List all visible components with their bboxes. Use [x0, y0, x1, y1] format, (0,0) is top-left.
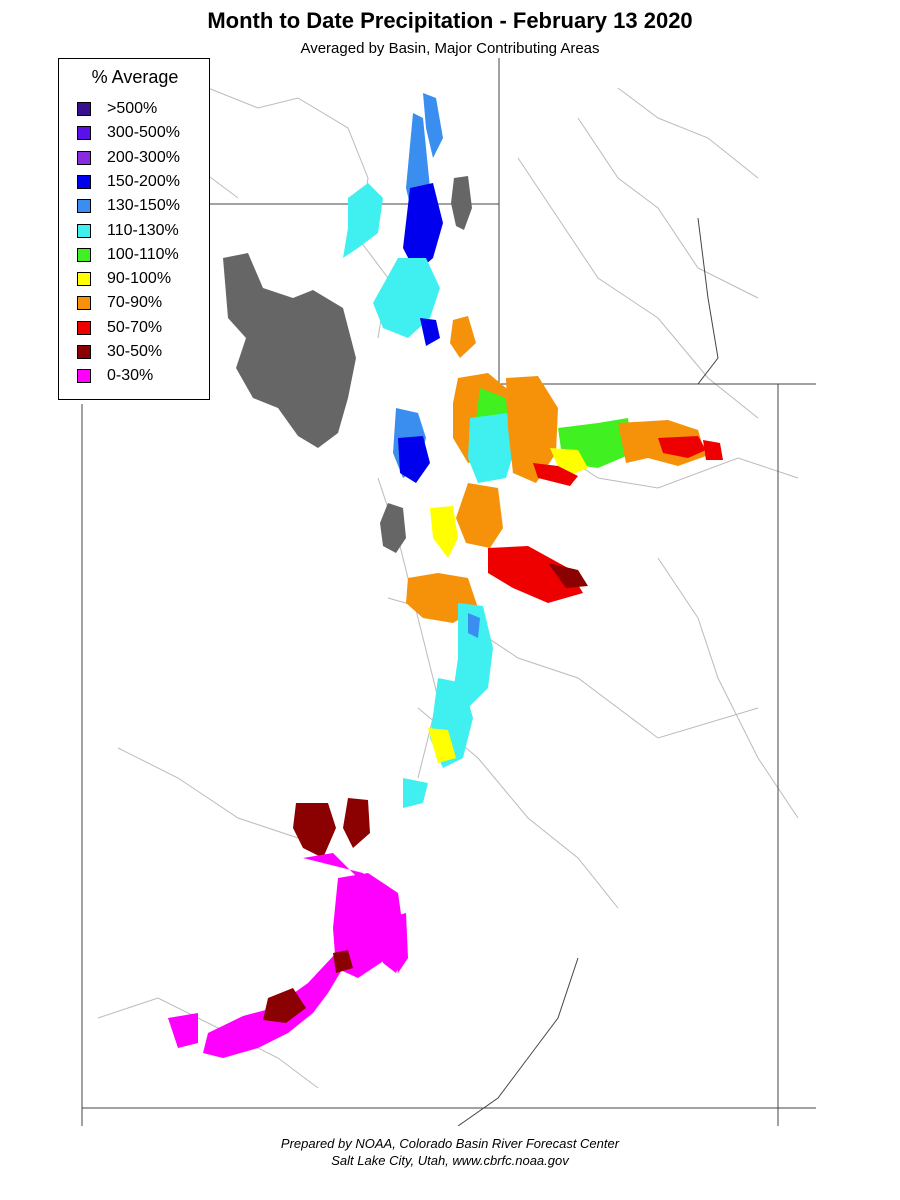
legend-label: 0-30% — [107, 367, 154, 385]
basin-region — [403, 183, 443, 273]
legend-swatch — [77, 199, 91, 214]
basin-region — [420, 318, 440, 346]
legend-swatch — [77, 150, 91, 165]
legend-swatch — [77, 296, 91, 311]
basin-region — [488, 546, 583, 603]
basin-region — [333, 950, 353, 973]
basin-region — [398, 436, 430, 483]
legend-title: % Average — [91, 67, 179, 87]
legend-item: 110-130% — [77, 221, 179, 241]
legend-swatch — [77, 369, 91, 384]
basin-region — [453, 603, 493, 708]
basin-region — [388, 913, 408, 973]
basin-region — [533, 463, 578, 486]
legend-item: >500% — [77, 99, 157, 119]
basin-region — [506, 376, 558, 483]
map-title: Month to Date Precipitation - February 1… — [207, 8, 693, 33]
legend-swatch — [77, 174, 91, 189]
basin-region — [703, 440, 723, 460]
legend-label: 300-500% — [107, 124, 180, 142]
basin-region — [293, 803, 336, 858]
legend: % Average >500% 300-500% 200-300% 150-200% 1… — [58, 58, 210, 400]
basin-region — [450, 316, 476, 358]
basins — [168, 93, 723, 1058]
basin-region — [468, 413, 518, 483]
legend-swatch — [77, 320, 91, 335]
basin-region — [428, 728, 456, 763]
legend-label: 90-100% — [107, 270, 172, 288]
legend-label: 200-300% — [107, 148, 180, 166]
legend-label: 110-130% — [107, 221, 179, 239]
lake-2 — [380, 503, 406, 553]
footer-location: Salt Lake City, Utah, www.cbrfc.noaa.gov — [331, 1153, 569, 1168]
legend-label: 100-110% — [107, 245, 179, 263]
basin-region — [263, 988, 306, 1023]
legend-label: 70-90% — [107, 294, 163, 312]
footer-credit: Prepared by NOAA, Colorado Basin River F… — [280, 1136, 620, 1151]
legend-item: 100-110% — [77, 245, 179, 265]
precipitation-map — [58, 58, 816, 1126]
legend-item: 200-300% — [77, 148, 180, 168]
basin-region — [468, 613, 480, 638]
basin-region — [403, 778, 428, 808]
legend-swatch — [77, 102, 91, 116]
legend-swatch — [77, 345, 91, 359]
basin-region — [658, 436, 706, 458]
basin-region — [550, 448, 588, 478]
basin-region — [430, 506, 458, 558]
legend-item: 90-100% — [77, 269, 171, 289]
legend-item: 150-200% — [77, 172, 180, 192]
legend-swatch — [77, 126, 91, 141]
legend-swatch — [77, 247, 91, 262]
lake-1 — [451, 176, 472, 230]
basin-region — [168, 1013, 198, 1048]
basin-region — [343, 798, 370, 848]
basin-region — [456, 483, 503, 548]
lakes — [223, 176, 472, 553]
legend-label: 130-150% — [107, 197, 180, 215]
lake-0 — [223, 253, 356, 448]
legend-item: 30-50% — [77, 342, 162, 362]
legend-swatch — [77, 272, 91, 287]
legend-item: 70-90% — [77, 293, 162, 313]
legend-label: 50-70% — [107, 318, 163, 336]
legend-label: >500% — [107, 100, 158, 117]
basin-region — [373, 258, 440, 338]
legend-item: 130-150% — [77, 196, 180, 216]
legend-item: 50-70% — [77, 318, 162, 338]
basin-region — [548, 563, 588, 588]
basin-region — [423, 93, 443, 158]
legend-label: 150-200% — [107, 172, 180, 190]
map-subtitle: Averaged by Basin, Major Contributing Ar… — [300, 40, 600, 57]
legend-swatch — [77, 223, 91, 238]
legend-item: 300-500% — [77, 123, 180, 143]
legend-label: 30-50% — [107, 343, 163, 360]
legend-item: 0-30% — [77, 366, 153, 386]
basin-region — [343, 183, 383, 258]
